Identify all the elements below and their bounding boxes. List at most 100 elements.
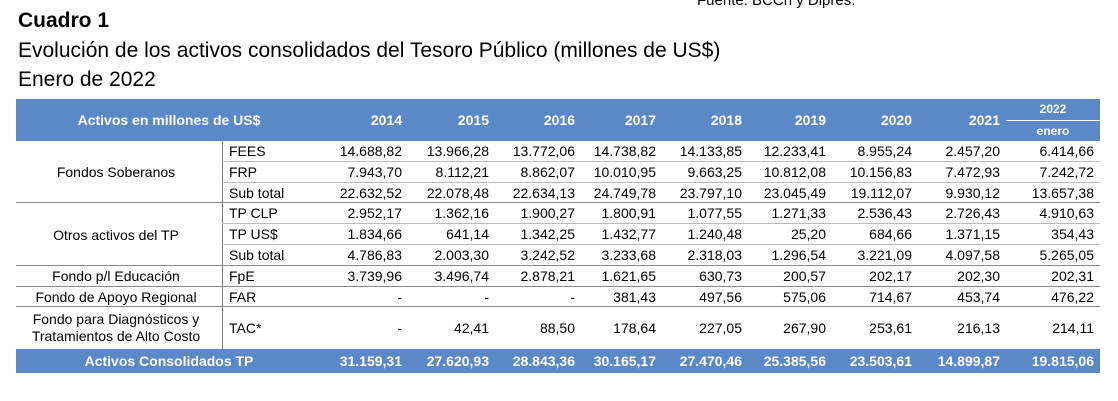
year-header: 2021 bbox=[968, 112, 1000, 128]
table-cell: 13.772,06 bbox=[512, 143, 575, 159]
group-divider bbox=[16, 306, 1100, 308]
group-label: Fondos Soberanos bbox=[16, 141, 216, 203]
table-cell: 3.233,68 bbox=[601, 246, 657, 263]
table-cell: 10.156,83 bbox=[849, 163, 912, 180]
table-cell: 202,31 bbox=[1051, 267, 1094, 284]
table-cell: 7.242,72 bbox=[1039, 163, 1095, 180]
total-label: Activos Consolidados TP bbox=[84, 353, 254, 370]
table-cell: 23.797,10 bbox=[679, 184, 742, 201]
table-cell: 4.786,83 bbox=[347, 246, 403, 263]
table-cell: 8.112,21 bbox=[435, 163, 489, 180]
table-cell: 22.634,13 bbox=[512, 184, 575, 201]
group-label-text: Fondo de Apoyo Regional bbox=[35, 288, 197, 305]
table-cell: 10.812,08 bbox=[763, 163, 826, 180]
group-label-text: Tratamientos de Alto Costo bbox=[31, 328, 201, 345]
group-label-text: Fondos Soberanos bbox=[56, 164, 176, 181]
table-title: Evolución de los activos consolidados de… bbox=[18, 39, 721, 62]
table-cell: 453,74 bbox=[957, 288, 1000, 305]
table-cell: 14.688,82 bbox=[339, 143, 402, 159]
table-cell: 9.930,12 bbox=[945, 184, 1001, 201]
table-cell: 227,05 bbox=[699, 320, 742, 337]
table-cell: - bbox=[484, 288, 489, 305]
year-header: 2015 bbox=[457, 112, 489, 128]
total-cell: 27.620,93 bbox=[426, 353, 489, 370]
year-header: 2014 bbox=[370, 112, 402, 128]
table-cell: 1.432,77 bbox=[601, 226, 657, 243]
table-row: Sub total 4.786,83 2.003,30 3.242,52 3.233,6… bbox=[16, 244, 1100, 266]
total-cell: 28.843,36 bbox=[512, 353, 575, 370]
table-cell: 1.077,55 bbox=[687, 205, 743, 222]
table-cell: 14.738,82 bbox=[593, 143, 656, 159]
row-code: FEES bbox=[222, 141, 322, 162]
table-cell: 630,73 bbox=[699, 267, 742, 284]
total-cell: 14.899,87 bbox=[937, 353, 1000, 370]
table-cell: 22.632,52 bbox=[339, 184, 402, 201]
table-cell: 575,06 bbox=[783, 288, 826, 305]
table-row: FAR - - - 381,43 497,56 575,06 714,67 453,74 476,… bbox=[16, 286, 1100, 308]
table-cell: 202,17 bbox=[869, 267, 912, 284]
group-label: Fondo p/l Educación bbox=[16, 266, 216, 287]
table-cell: - bbox=[570, 288, 575, 305]
source-note: Fuente: BCCh y Dipres. bbox=[697, 0, 856, 9]
year-header: 2016 bbox=[543, 112, 575, 128]
table-cell: - bbox=[397, 320, 402, 337]
group-label-text: Fondo para Diagnósticos y bbox=[32, 311, 200, 328]
row-code: TP US$ bbox=[222, 224, 322, 245]
table-cell: 253,61 bbox=[869, 320, 912, 337]
row-code: FAR bbox=[222, 286, 322, 308]
table-cell: 684,66 bbox=[869, 226, 912, 243]
table-cell: 200,57 bbox=[783, 267, 826, 284]
table-cell: 1.621,65 bbox=[601, 267, 657, 284]
table-cell: 88,50 bbox=[539, 320, 575, 337]
table-cell: 12.233,41 bbox=[763, 143, 826, 159]
header-label: Activos en millones de US$ bbox=[77, 112, 261, 128]
table-row: FpE 3.739,96 3.496,74 2.878,21 1.621,65 630,7… bbox=[16, 265, 1100, 287]
group-divider bbox=[16, 202, 1100, 204]
table-cell: 2.318,03 bbox=[687, 246, 743, 263]
table-cell: 202,30 bbox=[957, 267, 1000, 284]
table-header: Activos en millones de US$ 2014 2015 201… bbox=[16, 99, 1100, 141]
table-cell: 25,20 bbox=[790, 226, 826, 243]
group-label: Fondo de Apoyo Regional bbox=[16, 287, 216, 308]
group-label: Otros activos del TP bbox=[16, 203, 216, 265]
table-cell: 19.112,07 bbox=[850, 184, 912, 201]
group-label-text: Fondo p/l Educación bbox=[52, 268, 180, 285]
table-cell: - bbox=[397, 288, 402, 305]
table-cell: 1.362,16 bbox=[434, 205, 490, 222]
assets-table: Activos en millones de US$ 2014 2015 201… bbox=[16, 99, 1100, 374]
row-code: FpE bbox=[222, 265, 322, 287]
total-cell: 31.159,31 bbox=[339, 353, 402, 370]
table-cell: 1.342,25 bbox=[520, 226, 576, 243]
table-cell: 2.726,43 bbox=[945, 205, 1001, 222]
table-cell: 42,41 bbox=[453, 320, 489, 337]
table-cell: 476,22 bbox=[1051, 288, 1094, 305]
table-row: TAC* - 42,41 88,50 178,64 227,05 267,90 253,61 2… bbox=[16, 307, 1100, 350]
table-cell: 9.663,25 bbox=[687, 163, 743, 180]
table-cell: 23.045,49 bbox=[763, 184, 826, 201]
table-cell: 381,43 bbox=[613, 288, 656, 305]
total-cell: 23.503,61 bbox=[849, 353, 912, 370]
table-cell: 1.834,66 bbox=[347, 226, 403, 243]
row-divider bbox=[222, 223, 1100, 225]
year-header: 2017 bbox=[624, 112, 656, 128]
table-cell: 10.010,95 bbox=[593, 163, 656, 180]
table-cell: 497,56 bbox=[699, 288, 742, 305]
table-cell: 8.955,24 bbox=[857, 143, 913, 159]
table-cell: 2.457,20 bbox=[945, 143, 1001, 159]
year-header: 2019 bbox=[794, 112, 826, 128]
table-cell: 1.296,54 bbox=[771, 246, 827, 263]
table-cell: 216,13 bbox=[957, 320, 1000, 337]
table-cell: 4.910,63 bbox=[1039, 205, 1095, 222]
group-divider bbox=[16, 264, 1100, 266]
month-header: enero bbox=[1006, 120, 1100, 142]
row-code: TAC* bbox=[222, 307, 322, 350]
table-cell: 3.221,09 bbox=[857, 246, 913, 263]
table-cell: 13.966,28 bbox=[426, 143, 489, 159]
row-code: TP CLP bbox=[222, 203, 322, 225]
table-cell: 22.078,48 bbox=[426, 184, 489, 201]
total-cell: 25.385,56 bbox=[763, 353, 826, 370]
table-date: Enero de 2022 bbox=[18, 68, 156, 91]
table-body: FEES 14.688,82 13.966,28 13.772,06 14.738,82… bbox=[16, 141, 1100, 350]
total-cell: 27.470,46 bbox=[679, 353, 742, 370]
table-cell: 3.242,52 bbox=[520, 246, 576, 263]
